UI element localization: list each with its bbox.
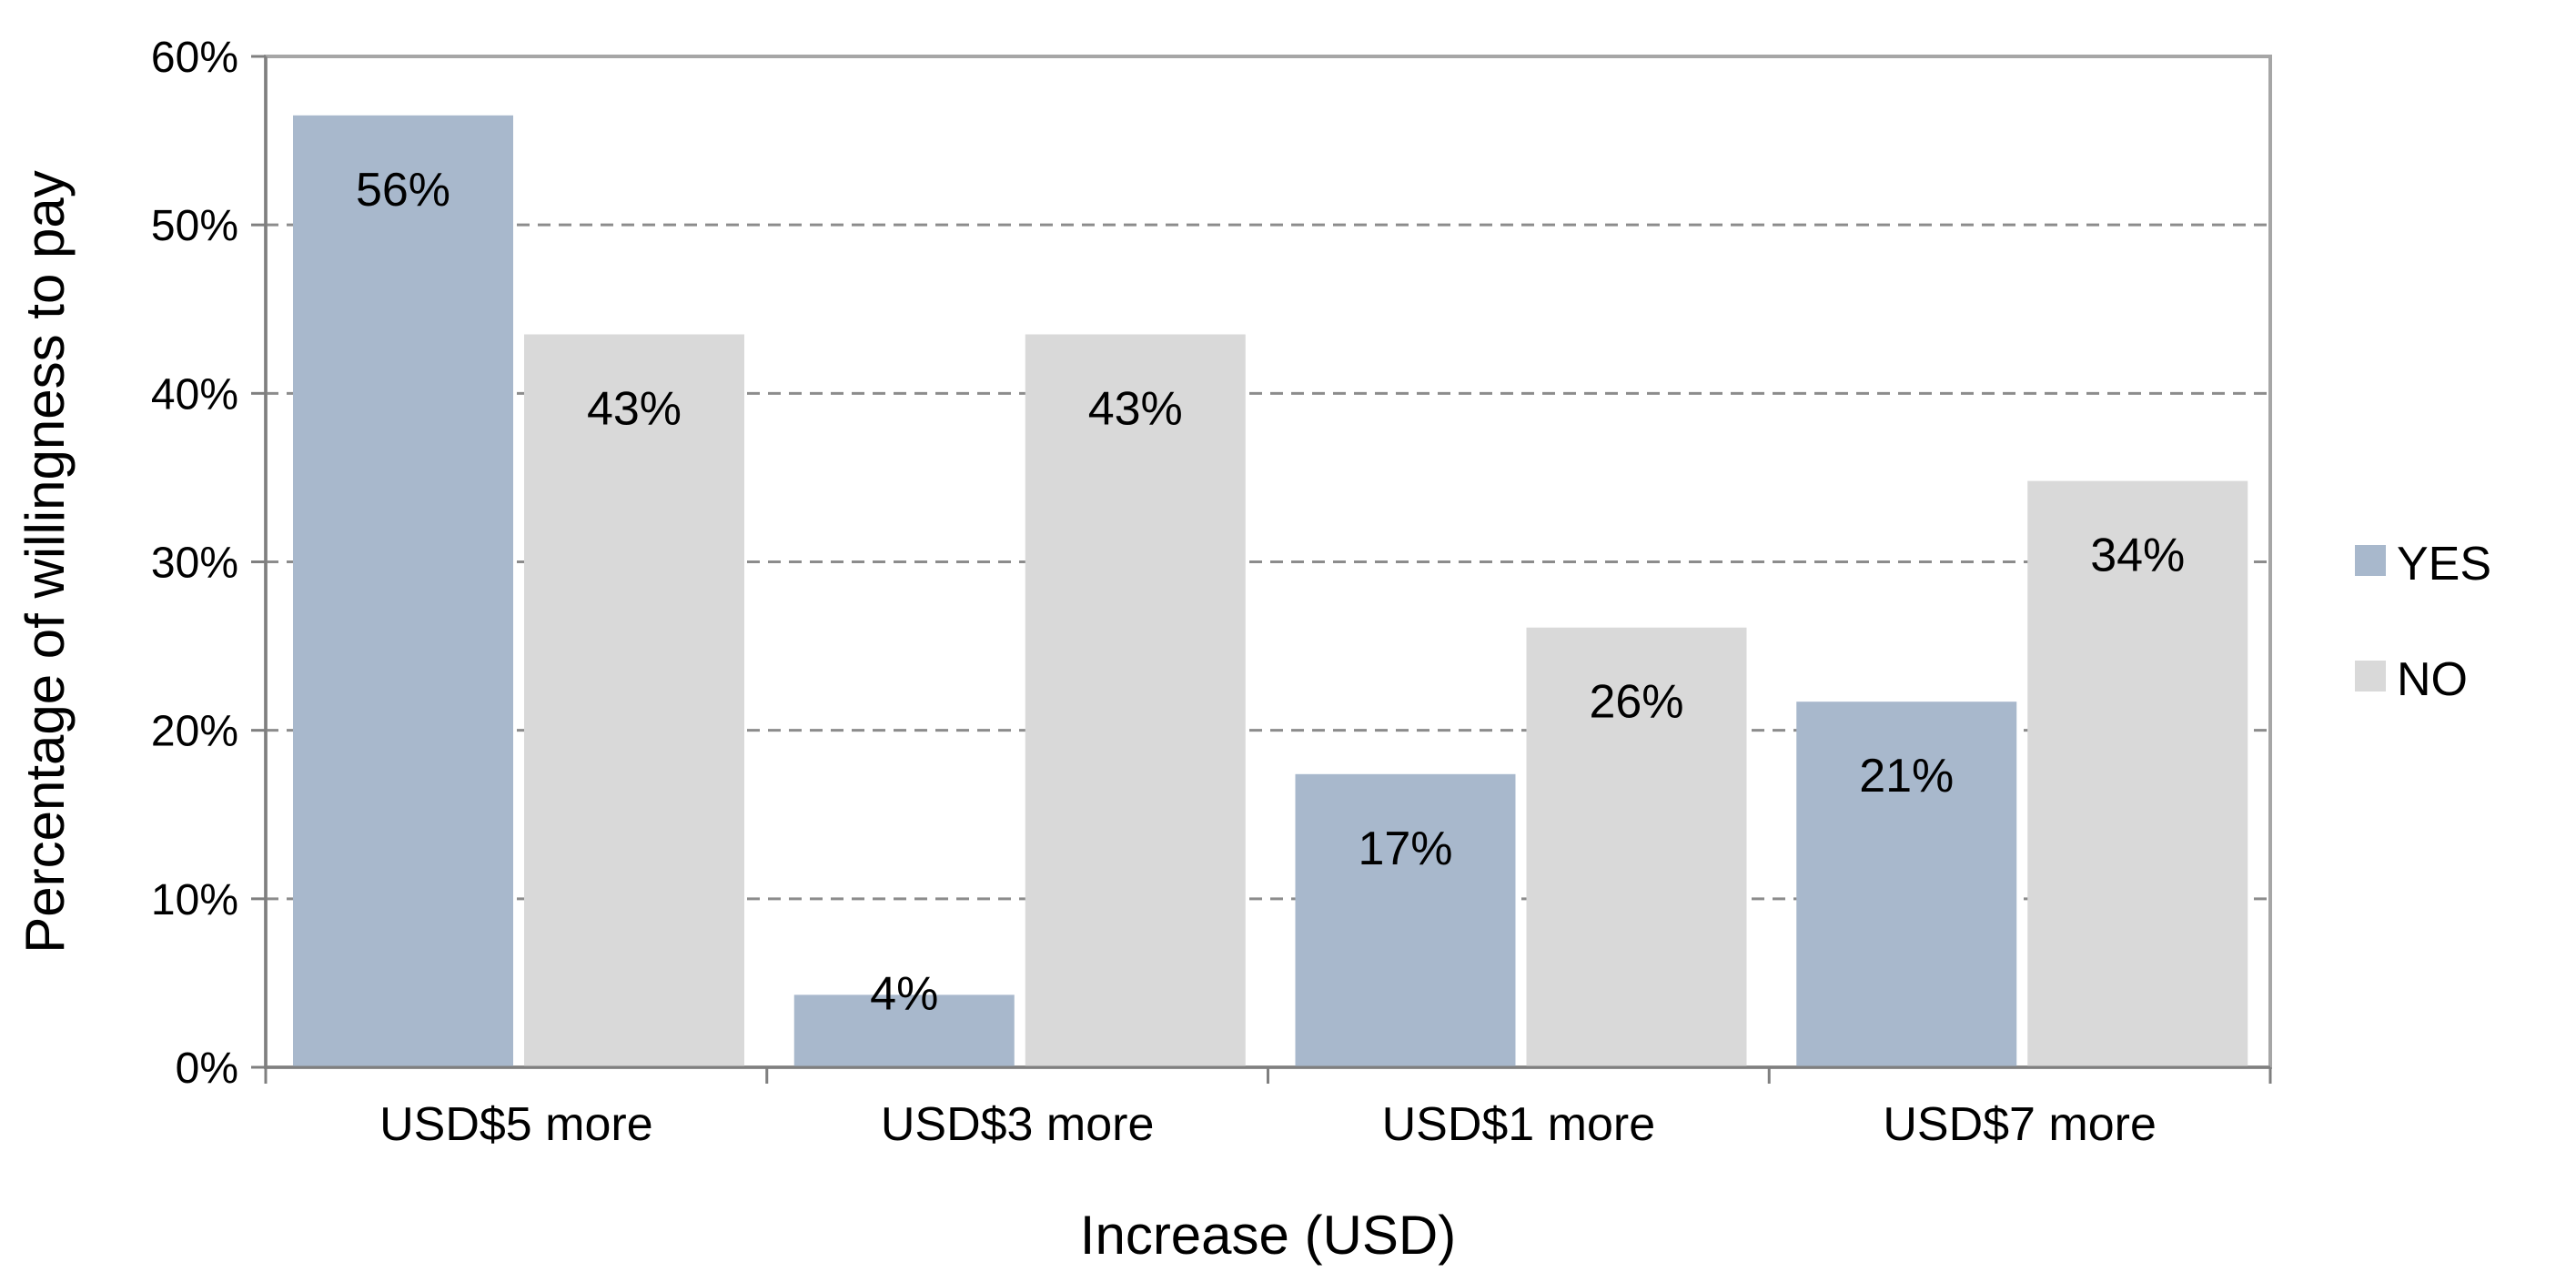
bar-yes	[1295, 773, 1516, 1067]
y-tick-label: 40%	[151, 370, 238, 419]
x-tick-label: USD$1 more	[1382, 1098, 1656, 1151]
y-tick-label: 20%	[151, 708, 238, 756]
data-label: 56%	[356, 164, 450, 217]
bar-yes	[293, 115, 513, 1067]
legend-label-yes: YES	[2397, 538, 2491, 591]
x-tick-label: USD$5 more	[379, 1098, 653, 1151]
x-axis-title: Increase (USD)	[1080, 1205, 1456, 1266]
y-tick-label: 0%	[176, 1045, 238, 1093]
y-tick-label: 50%	[151, 202, 238, 250]
legend: YES NO	[2355, 538, 2491, 706]
legend-label-no: NO	[2397, 653, 2468, 706]
x-tick-label: USD$3 more	[881, 1098, 1155, 1151]
data-label: 26%	[1589, 676, 1683, 729]
data-label: 43%	[587, 383, 682, 436]
data-label: 43%	[1088, 383, 1183, 436]
bar-no	[1025, 334, 1246, 1067]
x-tick-label: USD$7 more	[1883, 1098, 2157, 1151]
bar-no	[2027, 480, 2248, 1067]
y-axis: 0% 10% 20% 30% 40% 50% 60%	[151, 34, 268, 1093]
y-tick-label: 60%	[151, 34, 238, 82]
bar-yes	[1796, 702, 2017, 1067]
data-label: 4%	[870, 967, 938, 1020]
data-label: 21%	[1859, 750, 1954, 803]
plot-area: 56% 4% 17% 21% 43% 43% 26% 34%	[264, 55, 2272, 1069]
y-tick-label: 10%	[151, 876, 238, 924]
legend-swatch-yes	[2355, 545, 2386, 576]
bar-yes	[793, 994, 1015, 1067]
y-axis-title: Percentage of willingness to pay	[15, 170, 76, 954]
y-tick-label: 30%	[151, 540, 238, 588]
bars	[293, 115, 2248, 1067]
data-label: 17%	[1358, 823, 1452, 875]
legend-swatch-no	[2355, 661, 2386, 691]
data-labels: 56% 4% 17% 21% 43% 43% 26% 34%	[356, 164, 2185, 1021]
bar-no	[1526, 627, 1747, 1067]
data-label: 34%	[2090, 530, 2185, 582]
bar-no	[524, 334, 744, 1067]
x-axis: USD$5 more USD$3 more USD$1 more USD$7 more	[264, 1065, 2272, 1151]
